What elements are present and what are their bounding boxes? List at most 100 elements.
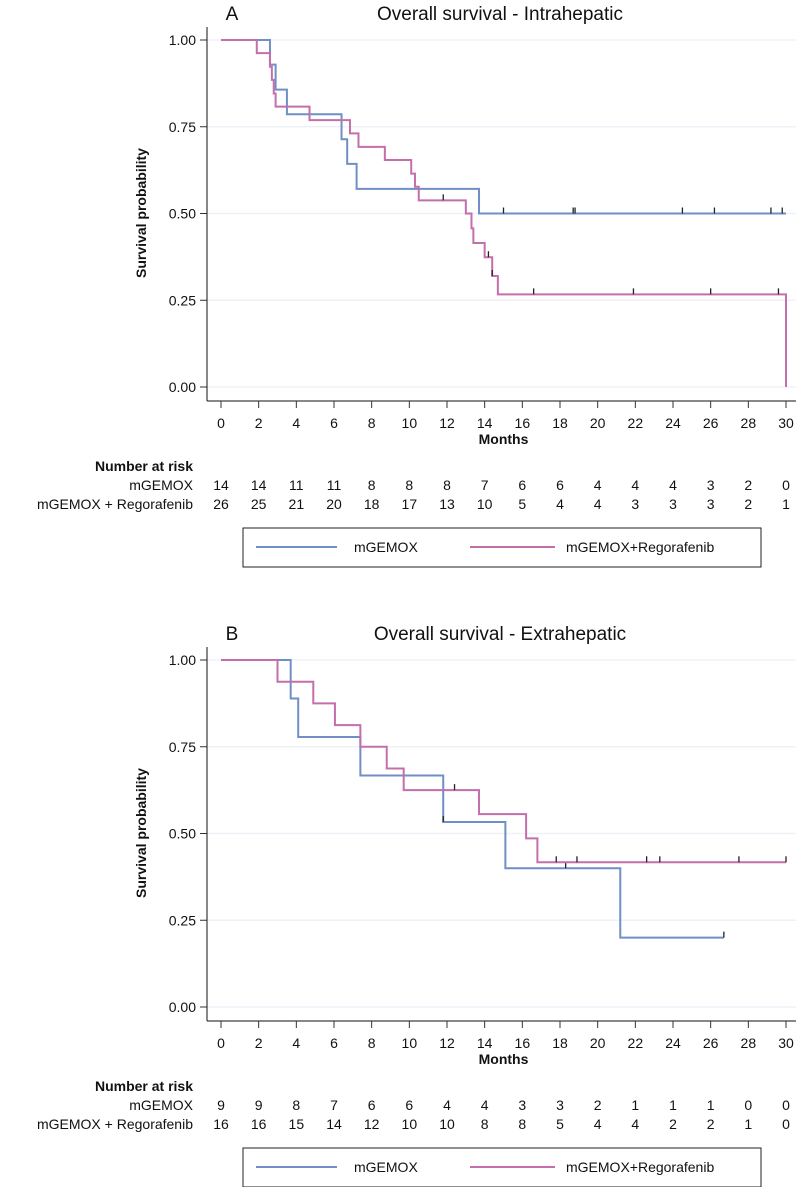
risk-count: 9 — [255, 1097, 263, 1113]
x-tick-label: 20 — [590, 415, 606, 431]
x-tick-label: 30 — [778, 415, 794, 431]
risk-count: 17 — [402, 496, 418, 512]
x-tick-label: 18 — [552, 415, 568, 431]
x-tick-label: 16 — [515, 415, 531, 431]
x-tick-label: 18 — [552, 1035, 568, 1051]
risk-count: 14 — [213, 477, 229, 493]
risk-count: 3 — [707, 477, 715, 493]
y-tick-label: 1.00 — [169, 32, 196, 48]
risk-count: 1 — [707, 1097, 715, 1113]
risk-count: 26 — [213, 496, 229, 512]
risk-count: 8 — [443, 477, 451, 493]
x-tick-label: 8 — [368, 415, 376, 431]
x-tick-label: 10 — [402, 1035, 418, 1051]
x-tick-label: 8 — [368, 1035, 376, 1051]
risk-count: 7 — [481, 477, 489, 493]
risk-count: 4 — [631, 1116, 639, 1132]
panel-label: A — [226, 4, 239, 25]
x-axis-label: Months — [479, 1051, 529, 1067]
x-tick-label: 10 — [402, 415, 418, 431]
y-axis-label: Survival probability — [133, 148, 149, 278]
risk-count: 1 — [782, 496, 790, 512]
risk-count: 6 — [368, 1097, 376, 1113]
x-tick-label: 26 — [703, 1035, 719, 1051]
risk-count: 15 — [289, 1116, 305, 1132]
y-tick-label: 0.25 — [169, 912, 196, 928]
risk-count: 8 — [292, 1097, 300, 1113]
risk-count: 8 — [481, 1116, 489, 1132]
risk-count: 2 — [669, 1116, 677, 1132]
y-tick-label: 0.25 — [169, 292, 196, 308]
y-tick-label: 0.50 — [169, 826, 196, 842]
x-tick-label: 0 — [217, 1035, 225, 1051]
risk-count: 8 — [518, 1116, 526, 1132]
risk-count: 1 — [631, 1097, 639, 1113]
x-tick-label: 24 — [665, 1035, 681, 1051]
x-tick-label: 24 — [665, 415, 681, 431]
chart-title: Overall survival - Extrahepatic — [374, 624, 626, 645]
risk-count: 4 — [594, 1116, 602, 1132]
y-tick-label: 0.75 — [169, 739, 196, 755]
risk-count: 21 — [289, 496, 305, 512]
risk-count: 4 — [669, 477, 677, 493]
risk-count: 12 — [364, 1116, 380, 1132]
risk-table-heading: Number at risk — [95, 1078, 193, 1094]
risk-count: 2 — [744, 477, 752, 493]
risk-count: 14 — [251, 477, 267, 493]
risk-count: 2 — [744, 496, 752, 512]
risk-count: 10 — [402, 1116, 418, 1132]
x-axis-label: Months — [479, 431, 529, 447]
survival-curve-mgemox-regorafenib — [221, 39, 787, 387]
chart-title: Overall survival - Intrahepatic — [377, 4, 623, 25]
risk-count: 3 — [518, 1097, 526, 1113]
x-tick-label: 12 — [439, 415, 455, 431]
x-tick-label: 2 — [255, 415, 263, 431]
risk-count: 4 — [481, 1097, 489, 1113]
risk-count: 5 — [556, 1116, 564, 1132]
risk-row-label: mGEMOX — [129, 1097, 193, 1113]
risk-count: 5 — [518, 496, 526, 512]
risk-count: 6 — [405, 1097, 413, 1113]
risk-row-label: mGEMOX — [129, 477, 193, 493]
y-tick-label: 0.00 — [169, 999, 196, 1015]
risk-count: 2 — [707, 1116, 715, 1132]
risk-row-label: mGEMOX + Regorafenib — [37, 496, 193, 512]
legend-label-mgemox-regorafenib: mGEMOX+Regorafenib — [566, 539, 714, 555]
risk-count: 6 — [518, 477, 526, 493]
x-tick-label: 4 — [292, 1035, 300, 1051]
risk-count: 6 — [556, 477, 564, 493]
survival-curve-mgemox — [221, 659, 724, 939]
y-tick-label: 1.00 — [169, 652, 196, 668]
risk-count: 8 — [368, 477, 376, 493]
risk-count: 18 — [364, 496, 380, 512]
risk-count: 3 — [556, 1097, 564, 1113]
risk-count: 14 — [326, 1116, 342, 1132]
risk-count: 0 — [782, 1116, 790, 1132]
x-tick-label: 26 — [703, 415, 719, 431]
risk-count: 9 — [217, 1097, 225, 1113]
risk-count: 16 — [251, 1116, 267, 1132]
risk-count: 10 — [439, 1116, 455, 1132]
risk-count: 20 — [326, 496, 342, 512]
x-tick-label: 2 — [255, 1035, 263, 1051]
risk-table-heading: Number at risk — [95, 458, 193, 474]
risk-count: 3 — [707, 496, 715, 512]
risk-count: 3 — [669, 496, 677, 512]
risk-count: 2 — [594, 1097, 602, 1113]
risk-count: 0 — [744, 1097, 752, 1113]
y-tick-label: 0.50 — [169, 206, 196, 222]
legend-label-mgemox: mGEMOX — [354, 1159, 418, 1175]
risk-count: 4 — [443, 1097, 451, 1113]
legend-label-mgemox-regorafenib: mGEMOX+Regorafenib — [566, 1159, 714, 1175]
x-tick-label: 6 — [330, 1035, 338, 1051]
y-axis-label: Survival probability — [133, 768, 149, 898]
x-tick-label: 4 — [292, 415, 300, 431]
x-tick-label: 14 — [477, 415, 493, 431]
x-tick-label: 30 — [778, 1035, 794, 1051]
risk-count: 25 — [251, 496, 267, 512]
risk-count: 11 — [327, 477, 342, 493]
risk-count: 1 — [669, 1097, 677, 1113]
y-tick-label: 0.00 — [169, 379, 196, 395]
risk-count: 4 — [556, 496, 564, 512]
panel-a: A Overall survival - Intrahepatic 0.00 0.25… — [37, 4, 796, 568]
